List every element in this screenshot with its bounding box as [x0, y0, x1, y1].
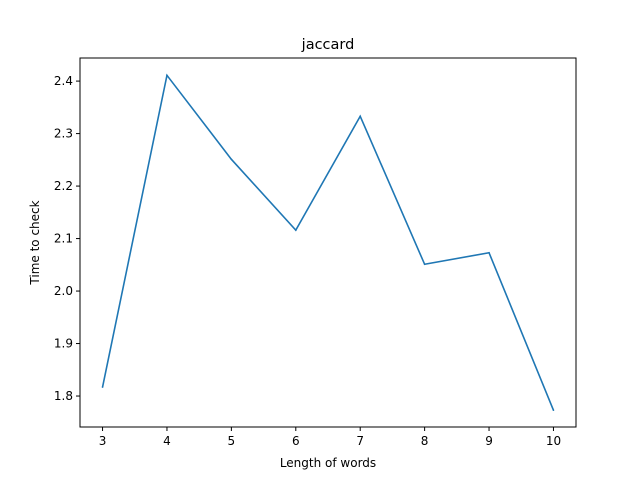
x-tick-label: 4 [163, 434, 171, 448]
x-tick-label: 5 [228, 434, 236, 448]
series-line [101, 73, 555, 411]
x-tick-label: 8 [421, 434, 429, 448]
series-layer [101, 73, 555, 412]
data-point [230, 158, 233, 161]
y-tick-label: 2.4 [54, 74, 73, 88]
x-tick-label: 3 [99, 434, 107, 448]
y-tick-label: 2.0 [54, 284, 73, 298]
data-point [359, 115, 362, 118]
x-tick-label: 10 [546, 434, 561, 448]
plot-frame [79, 57, 577, 428]
data-point [166, 74, 168, 77]
y-tick-label: 1.8 [54, 389, 73, 403]
data-point [488, 251, 490, 254]
x-tick-label: 6 [292, 434, 300, 448]
y-tick-label: 2.3 [54, 127, 73, 141]
y-axis-ticks: 1.8 1.9 2.0 2.1 2.2 2.3 2.4 [54, 74, 80, 403]
y-axis-label: Time to check [28, 200, 42, 285]
data-point [294, 229, 297, 231]
x-tick-label: 7 [356, 434, 364, 448]
y-tick-label: 2.1 [54, 232, 73, 246]
data-point [101, 386, 104, 388]
x-axis-ticks: 3 4 5 6 7 8 9 10 [99, 427, 561, 448]
y-tick-label: 2.2 [54, 179, 73, 193]
data-point [552, 409, 555, 412]
x-tick-label: 9 [485, 434, 493, 448]
y-tick-label: 1.9 [54, 337, 73, 351]
chart-title: jaccard [301, 37, 355, 53]
x-axis-label: Length of words [280, 456, 376, 470]
data-point [423, 263, 426, 266]
